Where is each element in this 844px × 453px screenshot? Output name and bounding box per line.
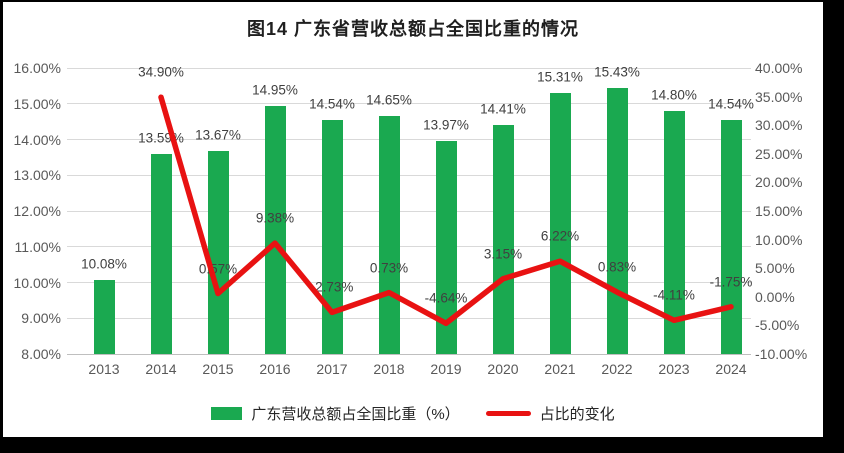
chart-title: 图14 广东省营收总额占全国比重的情况 [246, 19, 580, 39]
line-data-label: 6.22% [540, 228, 580, 244]
left-axis-tick-label: 8.00% [21, 346, 61, 362]
bar-2013 [93, 279, 115, 354]
right-axis-tick-label: 40.00% [755, 60, 803, 76]
bar-data-label: 13.59% [138, 130, 184, 146]
bar-data-label: 13.67% [195, 127, 241, 143]
line-data-label: 9.38% [255, 210, 295, 226]
right-axis-tick-label: 35.00% [755, 88, 803, 105]
bar-data-label: 14.80% [651, 87, 697, 103]
x-axis-label: 2020 [487, 361, 519, 377]
bar-2018 [378, 116, 400, 354]
bar-data-label: 14.41% [480, 101, 526, 117]
x-axis-label: 2018 [373, 361, 405, 377]
right-axis-tick-label: 0.00% [755, 288, 795, 305]
x-axis-label: 2017 [316, 361, 348, 377]
chart-legend: 广东营收总额占全国比重（%） 占比的变化 [3, 403, 823, 424]
bar-data-label: 10.08% [81, 256, 127, 272]
bar-2020 [492, 124, 514, 354]
legend-item-line-series: 占比的变化 [485, 403, 615, 424]
line-data-label: -4.11% [653, 287, 695, 303]
line-data-label: 3.15% [483, 246, 523, 262]
x-axis-label: 2015 [202, 361, 234, 377]
line-data-label: 0.57% [198, 261, 238, 277]
bar-2014 [150, 154, 172, 354]
right-axis-tick-label: 15.00% [755, 203, 803, 219]
line-data-label: -2.73% [310, 279, 354, 295]
x-axis-label: 2016 [259, 361, 291, 377]
x-axis-label: 2019 [430, 361, 462, 377]
left-axis-tick-label: 14.00% [13, 131, 61, 148]
legend-label-line-series: 占比的变化 [539, 406, 615, 423]
x-axis-label: 2014 [145, 361, 177, 377]
line-data-label: 0.73% [369, 260, 409, 276]
bar-data-label: 14.54% [309, 96, 355, 112]
x-axis-label: 2024 [715, 361, 747, 377]
line-series-swatch-icon [485, 411, 531, 416]
right-axis-tick-label: -10.00% [755, 346, 808, 362]
bar-series-swatch-icon [211, 407, 243, 420]
chart-canvas: 图14 广东省营收总额占全国比重的情况 16.00% 15.00% 14.00% 13… [3, 2, 823, 437]
bar-2016 [264, 105, 286, 354]
bar-data-label: 14.95% [252, 82, 298, 98]
right-axis-tick-label: -5.00% [755, 317, 800, 334]
line-data-label: -1.75% [709, 274, 753, 290]
line-data-label: 0.83% [597, 259, 637, 275]
bar-data-label: 14.65% [366, 92, 412, 108]
left-axis-tick-label: 16.00% [13, 60, 61, 76]
x-axis-label: 2021 [544, 361, 576, 377]
bar-2024 [720, 120, 742, 354]
left-axis-tick-label: 13.00% [13, 167, 61, 184]
bar-2022 [606, 88, 628, 354]
line-data-label: 34.90% [138, 64, 184, 80]
bar-2023 [663, 110, 685, 354]
bar-data-label: 14.54% [708, 96, 754, 112]
gridline [67, 67, 751, 69]
bar-2019 [435, 140, 457, 354]
right-axis-tick-label: 5.00% [755, 260, 795, 277]
left-axis-tick-label: 10.00% [13, 274, 61, 291]
legend-item-bar-series: 广东营收总额占全国比重（%） [211, 403, 460, 424]
left-axis-tick-label: 9.00% [21, 310, 61, 327]
left-axis-tick-label: 12.00% [13, 203, 61, 219]
x-axis-label: 2022 [601, 361, 633, 377]
line-data-label: -4.64% [424, 290, 468, 306]
right-axis-tick-label: 20.00% [755, 174, 803, 191]
gridline [67, 353, 751, 355]
right-axis-tick-label: 10.00% [755, 231, 803, 248]
x-axis-label: 2013 [88, 361, 120, 377]
right-axis-tick-label: 25.00% [755, 145, 803, 162]
bar-2017 [321, 120, 343, 354]
bar-data-label: 13.97% [423, 117, 469, 133]
left-axis-tick-label: 15.00% [13, 95, 61, 112]
bar-2021 [549, 92, 571, 354]
left-axis-tick-label: 11.00% [14, 238, 61, 255]
bar-data-label: 15.43% [594, 64, 640, 80]
legend-label-bar-series: 广东营收总额占全国比重（%） [251, 406, 460, 423]
x-axis-label: 2023 [658, 361, 690, 377]
chart-plot-area: 16.00% 15.00% 14.00% 13.00% 12.00% 11.00% 10.0… [3, 2, 823, 437]
right-axis-tick-label: 30.00% [755, 117, 803, 134]
bar-data-label: 15.31% [537, 69, 583, 85]
bar-2015 [207, 151, 229, 354]
